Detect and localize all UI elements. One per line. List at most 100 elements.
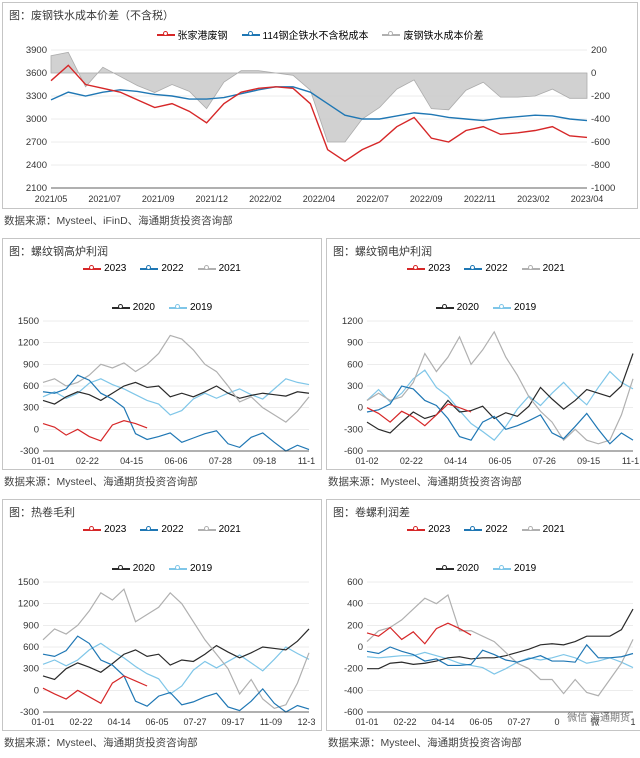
svg-text:02-22: 02-22 xyxy=(400,456,423,466)
svg-text:09-17: 09-17 xyxy=(221,717,244,727)
svg-text:-600: -600 xyxy=(591,137,610,148)
svg-text:02-22: 02-22 xyxy=(393,717,416,727)
svg-text:02-22: 02-22 xyxy=(76,456,99,466)
quad-title-0: 图：螺纹钢高炉利润 xyxy=(9,243,315,259)
quad-title-2: 图：热卷毛利 xyxy=(9,504,315,520)
top-chart-svg: 2100240027003000330036003900-1000-800-60… xyxy=(9,46,629,206)
svg-text:3600: 3600 xyxy=(26,68,47,79)
svg-text:12-31: 12-31 xyxy=(297,717,315,727)
svg-text:-400: -400 xyxy=(344,685,363,696)
legend-item: 2020 xyxy=(112,302,155,313)
svg-text:09-15: 09-15 xyxy=(577,456,600,466)
svg-text:2021/12: 2021/12 xyxy=(196,194,229,204)
svg-text:01-02: 01-02 xyxy=(355,456,378,466)
legend-item: 2023 xyxy=(83,524,126,535)
svg-text:01-01: 01-01 xyxy=(31,456,54,466)
svg-text:3900: 3900 xyxy=(26,46,47,56)
svg-text:3300: 3300 xyxy=(26,91,47,102)
svg-text:2023/04: 2023/04 xyxy=(571,194,604,204)
legend-item: 2023 xyxy=(407,524,450,535)
legend-item: 2021 xyxy=(522,263,565,274)
svg-text:1200: 1200 xyxy=(18,338,39,349)
quad-source-0: 数据来源：Mysteel、海通期货投资咨询部 xyxy=(4,474,322,489)
svg-text:1: 1 xyxy=(630,717,635,727)
quad-source-1: 数据来源：Mysteel、海通期货投资咨询部 xyxy=(328,474,640,489)
legend-item: 2019 xyxy=(493,302,536,313)
quad-legend-3: 20232022202120202019 xyxy=(333,524,639,574)
svg-text:900: 900 xyxy=(347,338,363,349)
svg-text:1200: 1200 xyxy=(18,599,39,610)
svg-text:0: 0 xyxy=(358,403,363,414)
svg-text:2021/05: 2021/05 xyxy=(35,194,68,204)
legend-item: 2019 xyxy=(169,563,212,574)
legend-item: 2022 xyxy=(140,263,183,274)
svg-text:09-18: 09-18 xyxy=(253,456,276,466)
svg-text:600: 600 xyxy=(23,642,39,653)
svg-text:-400: -400 xyxy=(591,114,610,125)
quad-title-1: 图：螺纹钢电炉利润 xyxy=(333,243,639,259)
legend-item: 2021 xyxy=(522,524,565,535)
legend-item: 2022 xyxy=(464,263,507,274)
legend-item: 2021 xyxy=(198,263,241,274)
svg-text:07-26: 07-26 xyxy=(533,456,556,466)
svg-text:2022/04: 2022/04 xyxy=(303,194,336,204)
svg-text:0: 0 xyxy=(358,642,363,653)
quad-title-3: 图：卷螺利润差 xyxy=(333,504,639,520)
legend-item: 2021 xyxy=(198,524,241,535)
svg-text:2022/09: 2022/09 xyxy=(410,194,443,204)
svg-text:-1000: -1000 xyxy=(591,183,615,194)
svg-text:1500: 1500 xyxy=(18,578,39,588)
svg-text:1200: 1200 xyxy=(342,317,363,327)
top-chart-legend: 张家港废钢 114钢企铁水不含税成本废钢铁水成本价差 xyxy=(9,27,631,42)
top-chart-panel: 图：废钢铁水成本价差（不含税） 张家港废钢 114钢企铁水不含税成本废钢铁水成本价… xyxy=(2,2,638,209)
svg-text:600: 600 xyxy=(347,359,363,370)
quad-panel-3: 图：卷螺利润差 20232022202120202019 -600-400-20… xyxy=(326,499,640,731)
svg-text:600: 600 xyxy=(347,578,363,588)
svg-text:200: 200 xyxy=(591,46,607,56)
quad-svg-2: -30003006009001200150001-0102-2204-1406-… xyxy=(9,578,315,728)
svg-text:04-14: 04-14 xyxy=(107,717,130,727)
svg-text:0: 0 xyxy=(34,424,39,435)
svg-text:2022/07: 2022/07 xyxy=(356,194,389,204)
svg-text:11-12: 11-12 xyxy=(622,456,639,466)
svg-text:2023/02: 2023/02 xyxy=(517,194,550,204)
legend-item: 114钢企铁水不含税成本 xyxy=(242,27,369,42)
svg-text:-300: -300 xyxy=(344,424,363,435)
quad-legend-1: 20232022202120202019 xyxy=(333,263,639,313)
legend-item: 2023 xyxy=(83,263,126,274)
svg-text:2021/07: 2021/07 xyxy=(88,194,121,204)
svg-text:0: 0 xyxy=(591,68,596,79)
legend-item: 废钢铁水成本价差 xyxy=(382,27,483,42)
quad-source-3: 数据来源：Mysteel、海通期货投资咨询部 xyxy=(328,735,640,750)
svg-text:0: 0 xyxy=(554,717,559,727)
svg-text:400: 400 xyxy=(347,599,363,610)
quad-legend-0: 20232022202120202019 xyxy=(9,263,315,313)
svg-text:0: 0 xyxy=(34,685,39,696)
quad-row-2: 图：热卷毛利 20232022202120202019 -30003006009… xyxy=(0,497,640,758)
svg-text:2022/02: 2022/02 xyxy=(249,194,282,204)
svg-text:06-05: 06-05 xyxy=(469,717,492,727)
top-chart-source: 数据来源：Mysteel、iFinD、海通期货投资咨询部 xyxy=(4,213,638,228)
svg-text:300: 300 xyxy=(23,664,39,675)
quad-svg-0: -30003006009001200150001-0102-2204-1506-… xyxy=(9,317,315,467)
svg-text:11-09: 11-09 xyxy=(260,717,282,727)
legend-item: 2020 xyxy=(112,563,155,574)
svg-text:-200: -200 xyxy=(591,91,610,102)
svg-text:2100: 2100 xyxy=(26,183,47,194)
svg-text:02-22: 02-22 xyxy=(69,717,92,727)
svg-text:3000: 3000 xyxy=(26,114,47,125)
legend-item: 张家港废钢 xyxy=(157,27,228,42)
quad-legend-2: 20232022202120202019 xyxy=(9,524,315,574)
quad-panel-2: 图：热卷毛利 20232022202120202019 -30003006009… xyxy=(2,499,322,731)
svg-text:1500: 1500 xyxy=(18,317,39,327)
svg-text:900: 900 xyxy=(23,359,39,370)
quad-panel-0: 图：螺纹钢高炉利润 20232022202120202019 -30003006… xyxy=(2,238,322,470)
quad-svg-3: -600-400-200020040060001-0102-2204-1406-… xyxy=(333,578,639,728)
legend-item: 2019 xyxy=(493,563,536,574)
svg-text:06-05: 06-05 xyxy=(145,717,168,727)
watermark: 微信 海通期货 xyxy=(567,709,630,724)
svg-text:-200: -200 xyxy=(344,664,363,675)
quad-source-2: 数据来源：Mysteel、海通期货投资咨询部 xyxy=(4,735,322,750)
svg-text:07-28: 07-28 xyxy=(209,456,232,466)
top-chart-title: 图：废钢铁水成本价差（不含税） xyxy=(9,7,631,23)
